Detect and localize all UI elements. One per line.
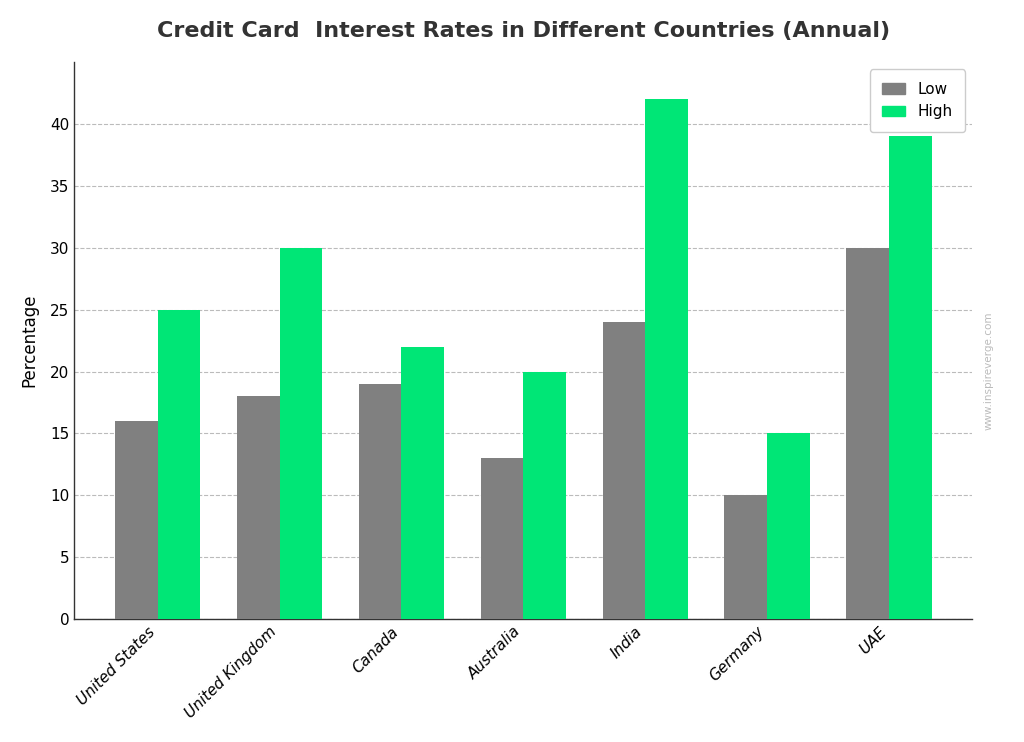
Bar (280, 248, 323, 620)
Legend: Low, High: Low, High (870, 70, 965, 131)
Y-axis label: Percentage: Percentage (20, 294, 39, 387)
Bar (645, 99, 688, 620)
Bar (358, 384, 401, 620)
Bar (401, 347, 444, 620)
Bar (480, 459, 523, 620)
Text: www.inspireverge.com: www.inspireverge.com (983, 312, 993, 430)
Bar (724, 496, 767, 620)
Title: Credit Card  Interest Rates in Different Countries (Annual): Credit Card Interest Rates in Different … (157, 21, 890, 41)
Bar (237, 396, 280, 620)
Bar (523, 372, 566, 620)
Bar (602, 322, 645, 620)
Bar (115, 421, 158, 620)
Bar (767, 433, 810, 620)
Bar (846, 248, 889, 620)
Bar (158, 309, 201, 620)
Bar (889, 136, 932, 620)
